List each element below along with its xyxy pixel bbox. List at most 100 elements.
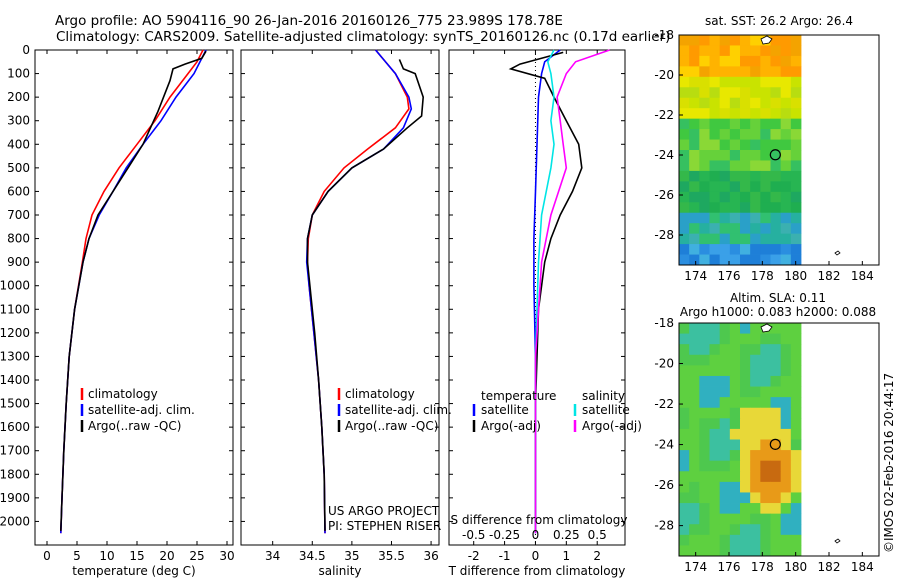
map-cell	[770, 524, 782, 536]
map-cell	[740, 386, 751, 398]
map-cell	[689, 118, 700, 130]
credit-pi: PI: STEPHEN RISER	[328, 519, 441, 533]
map-cell	[679, 375, 690, 387]
map-cell	[699, 139, 710, 151]
secondary-tick-label: 0.25	[553, 528, 580, 542]
map-cell	[679, 481, 690, 493]
map-cell	[689, 76, 700, 88]
map-cell	[760, 181, 771, 193]
map-cell	[709, 344, 721, 356]
map-cell	[689, 170, 700, 182]
map-cell	[689, 471, 700, 483]
map-cell	[699, 354, 710, 366]
header-line-2: Climatology: CARS2009. Satellite-adjuste…	[56, 29, 671, 45]
map-cell	[729, 66, 741, 78]
legend-label: climatology	[88, 387, 158, 401]
map-cell	[729, 333, 741, 345]
map-cell	[679, 450, 690, 462]
series-line-1-1	[60, 49, 204, 534]
map-cell	[790, 534, 802, 546]
map-cell	[770, 323, 782, 334]
lat-tick-label: -26	[654, 188, 674, 202]
map-cell	[790, 354, 802, 366]
map-cell	[750, 202, 761, 214]
map-cell	[760, 428, 771, 440]
map-cell	[729, 386, 741, 398]
map-cell	[689, 244, 700, 255]
map-cell	[790, 66, 802, 78]
map-cell	[719, 97, 731, 109]
map-cell	[709, 481, 721, 493]
map-cell	[790, 481, 802, 493]
map-cell	[750, 545, 761, 557]
map-cell	[770, 244, 782, 255]
map-cell	[719, 223, 731, 235]
map-cell	[760, 254, 771, 266]
map-cell	[679, 428, 690, 440]
map-cell	[729, 97, 741, 109]
map-cell	[679, 202, 690, 214]
map-cell	[679, 354, 690, 366]
map-cell	[709, 365, 721, 377]
map-cell	[679, 534, 690, 546]
secondary-tick-label: -0.5	[462, 528, 485, 542]
map-cell	[750, 118, 761, 130]
map-cell	[689, 191, 700, 203]
map-cell	[750, 354, 761, 366]
map-cell	[770, 212, 782, 224]
map-cell	[790, 118, 802, 130]
map-cell	[740, 397, 751, 409]
map-cell	[719, 118, 731, 130]
map-cell	[780, 503, 792, 515]
map-cell	[689, 460, 700, 472]
map-cell	[770, 545, 782, 557]
map-cell	[709, 118, 721, 130]
x-tick-label: 5	[73, 549, 81, 563]
legend-title: temperature	[481, 389, 556, 403]
map-cell	[729, 244, 741, 255]
map-cell	[740, 223, 751, 235]
map-cell	[679, 97, 690, 109]
map-cell	[740, 439, 751, 451]
map-cell	[679, 108, 690, 120]
map-cell	[760, 481, 771, 493]
map-cell	[709, 524, 721, 536]
y-tick-label: 1400	[0, 373, 30, 387]
map-cell	[750, 35, 761, 46]
map-cell	[709, 181, 721, 193]
map-cell	[780, 439, 792, 451]
map-cell	[790, 108, 802, 120]
map-cell	[750, 212, 761, 224]
map-cell	[719, 254, 731, 266]
map-cell	[750, 450, 761, 462]
map-cell	[699, 428, 710, 440]
map-cell	[790, 407, 802, 419]
map-cell	[760, 354, 771, 366]
map-cell	[750, 150, 761, 161]
map-cell	[740, 471, 751, 483]
map-cell	[699, 534, 710, 546]
map-cell	[699, 471, 710, 483]
map-cell	[729, 534, 741, 546]
map-cell	[770, 202, 782, 214]
map-cell	[750, 333, 761, 345]
map-cell	[709, 534, 721, 546]
map-cell	[740, 545, 751, 557]
map-cell	[790, 139, 802, 151]
map-cell	[770, 439, 782, 451]
map-cell	[760, 460, 771, 472]
map-cell	[750, 460, 761, 472]
island-shape	[760, 35, 773, 45]
map-cell	[689, 481, 700, 493]
map-cell	[790, 333, 802, 345]
series-line-3-3	[534, 49, 555, 534]
map-cell	[760, 223, 771, 235]
map-cell	[770, 160, 782, 172]
map-cell	[679, 524, 690, 536]
map-cell	[679, 233, 690, 245]
y-tick-label: 1300	[0, 349, 30, 363]
map-cell	[679, 471, 690, 483]
map-cell	[770, 233, 782, 245]
map-cell	[740, 365, 751, 377]
map-cell	[750, 418, 761, 430]
